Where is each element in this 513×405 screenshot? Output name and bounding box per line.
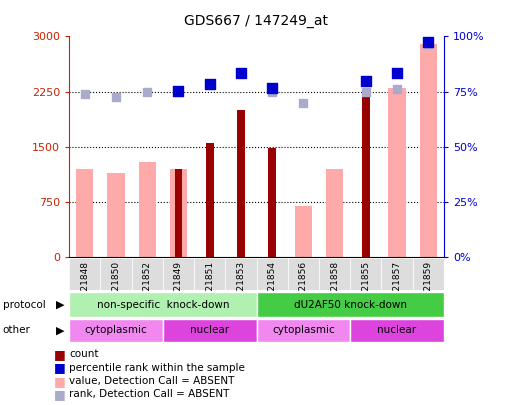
Bar bbox=[381, 258, 412, 290]
Bar bbox=[420, 44, 437, 257]
Bar bbox=[288, 258, 319, 290]
Text: GSM21854: GSM21854 bbox=[268, 260, 277, 309]
Text: percentile rank within the sample: percentile rank within the sample bbox=[69, 363, 245, 373]
Text: cytoplasmic: cytoplasmic bbox=[85, 326, 147, 335]
Text: GSM21849: GSM21849 bbox=[174, 260, 183, 309]
Text: GSM21855: GSM21855 bbox=[361, 260, 370, 310]
Text: count: count bbox=[69, 350, 99, 359]
Text: GSM21859: GSM21859 bbox=[424, 260, 432, 310]
Text: GSM21853: GSM21853 bbox=[236, 260, 245, 310]
Point bbox=[112, 94, 120, 100]
Point bbox=[424, 39, 432, 46]
Bar bbox=[350, 319, 444, 342]
Text: rank, Detection Call = ABSENT: rank, Detection Call = ABSENT bbox=[69, 390, 230, 399]
Bar bbox=[412, 258, 444, 290]
Bar bbox=[326, 169, 343, 257]
Text: GSM21858: GSM21858 bbox=[330, 260, 339, 310]
Bar bbox=[76, 169, 93, 257]
Text: nuclear: nuclear bbox=[190, 326, 229, 335]
Point bbox=[362, 77, 370, 84]
Bar bbox=[139, 162, 156, 257]
Text: GDS667 / 147249_at: GDS667 / 147249_at bbox=[185, 14, 328, 28]
Bar bbox=[225, 258, 256, 290]
Text: ■: ■ bbox=[54, 348, 66, 361]
Bar bbox=[237, 110, 245, 257]
Text: ■: ■ bbox=[54, 388, 66, 401]
Point bbox=[393, 86, 401, 93]
Bar bbox=[256, 258, 288, 290]
Point bbox=[143, 88, 151, 95]
Text: GSM21851: GSM21851 bbox=[205, 260, 214, 310]
Bar bbox=[362, 93, 370, 257]
Bar bbox=[174, 169, 183, 257]
Bar bbox=[295, 206, 312, 257]
Bar bbox=[319, 258, 350, 290]
Text: GSM21850: GSM21850 bbox=[111, 260, 121, 310]
Bar bbox=[388, 88, 405, 257]
Bar bbox=[101, 258, 132, 290]
Text: non-specific  knock-down: non-specific knock-down bbox=[96, 300, 229, 309]
Bar bbox=[194, 258, 225, 290]
Text: ■: ■ bbox=[54, 375, 66, 388]
Bar bbox=[69, 258, 101, 290]
Point bbox=[206, 81, 214, 87]
Bar bbox=[268, 148, 276, 257]
Text: ■: ■ bbox=[54, 361, 66, 374]
Text: ▶: ▶ bbox=[55, 326, 64, 335]
Bar bbox=[69, 292, 256, 317]
Bar bbox=[69, 319, 163, 342]
Point bbox=[393, 70, 401, 77]
Text: cytoplasmic: cytoplasmic bbox=[272, 326, 334, 335]
Point bbox=[81, 91, 89, 97]
Text: nuclear: nuclear bbox=[378, 326, 417, 335]
Point bbox=[362, 88, 370, 95]
Bar bbox=[170, 169, 187, 257]
Text: GSM21852: GSM21852 bbox=[143, 260, 152, 309]
Bar bbox=[256, 319, 350, 342]
Point bbox=[268, 85, 276, 91]
Point bbox=[299, 100, 307, 106]
Text: GSM21856: GSM21856 bbox=[299, 260, 308, 310]
Text: value, Detection Call = ABSENT: value, Detection Call = ABSENT bbox=[69, 376, 234, 386]
Point bbox=[174, 87, 183, 94]
Point bbox=[268, 88, 276, 95]
Point bbox=[424, 40, 432, 47]
Bar bbox=[132, 258, 163, 290]
Bar bbox=[206, 143, 213, 257]
Bar bbox=[163, 258, 194, 290]
Bar bbox=[163, 319, 256, 342]
Text: dU2AF50 knock-down: dU2AF50 knock-down bbox=[293, 300, 407, 309]
Bar bbox=[256, 292, 444, 317]
Text: other: other bbox=[3, 326, 30, 335]
Text: protocol: protocol bbox=[3, 300, 45, 309]
Bar bbox=[350, 258, 381, 290]
Bar bbox=[108, 173, 125, 257]
Point bbox=[237, 70, 245, 77]
Text: GSM21848: GSM21848 bbox=[81, 260, 89, 309]
Text: GSM21857: GSM21857 bbox=[392, 260, 402, 310]
Text: ▶: ▶ bbox=[55, 300, 64, 309]
Point bbox=[174, 88, 183, 95]
